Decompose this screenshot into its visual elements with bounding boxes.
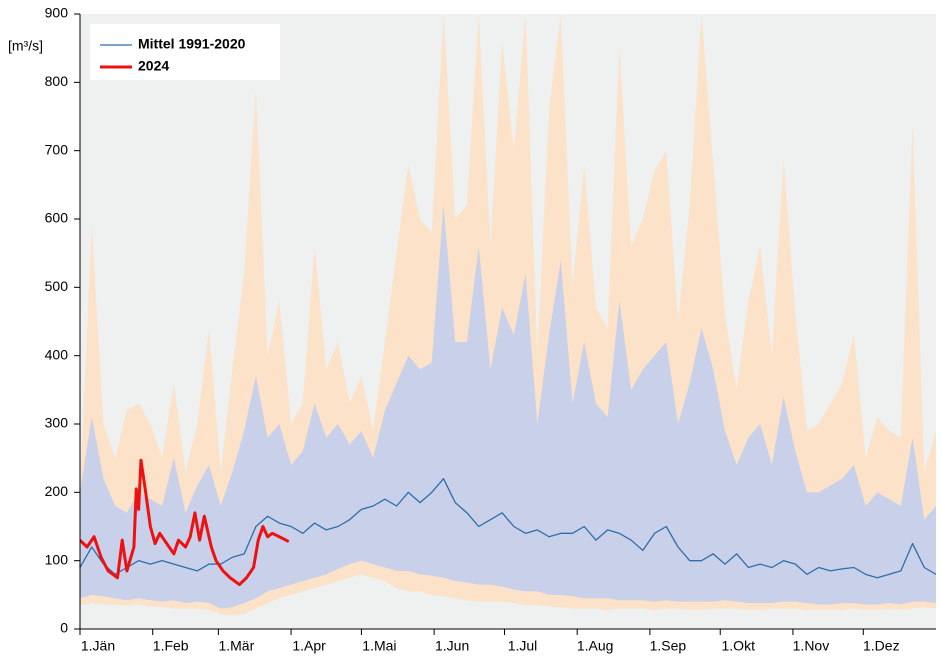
x-tick-label: 1.Aug xyxy=(577,638,614,654)
x-tick-label: 1.Sep xyxy=(650,638,687,654)
x-tick-label: 1.Nov xyxy=(793,638,830,654)
y-tick-label: 600 xyxy=(45,210,69,226)
y-tick-label: 200 xyxy=(45,483,69,499)
y-tick-label: 0 xyxy=(60,620,68,636)
x-tick-label: 1.Jän xyxy=(81,638,115,654)
x-tick-label: 1.Feb xyxy=(153,638,189,654)
x-tick-label: 1.Okt xyxy=(722,638,756,654)
x-tick-label: 1.Mär xyxy=(218,638,254,654)
band-area xyxy=(80,205,936,609)
x-tick-label: 1.Apr xyxy=(292,638,326,654)
y-axis-label: [m³/s] xyxy=(8,38,43,54)
x-tick-label: 1.Mai xyxy=(362,638,396,654)
x-tick-label: 1.Jun xyxy=(435,638,469,654)
y-tick-label: 500 xyxy=(45,278,69,294)
y-tick-label: 300 xyxy=(45,415,69,431)
y-tick-label: 100 xyxy=(45,551,69,567)
plot xyxy=(80,14,936,616)
x-tick-label: 1.Dez xyxy=(863,638,900,654)
y-tick-label: 400 xyxy=(45,346,69,362)
series-line xyxy=(80,458,290,587)
y-tick-label: 800 xyxy=(45,73,69,89)
legend-label: 2024 xyxy=(138,58,169,74)
legend-box xyxy=(90,24,280,80)
y-tick-label: 900 xyxy=(45,5,69,21)
x-tick-label: 1.Jul xyxy=(508,638,538,654)
series-line xyxy=(80,478,936,579)
legend-label: Mittel 1991-2020 xyxy=(138,36,246,52)
y-tick-label: 700 xyxy=(45,141,69,157)
